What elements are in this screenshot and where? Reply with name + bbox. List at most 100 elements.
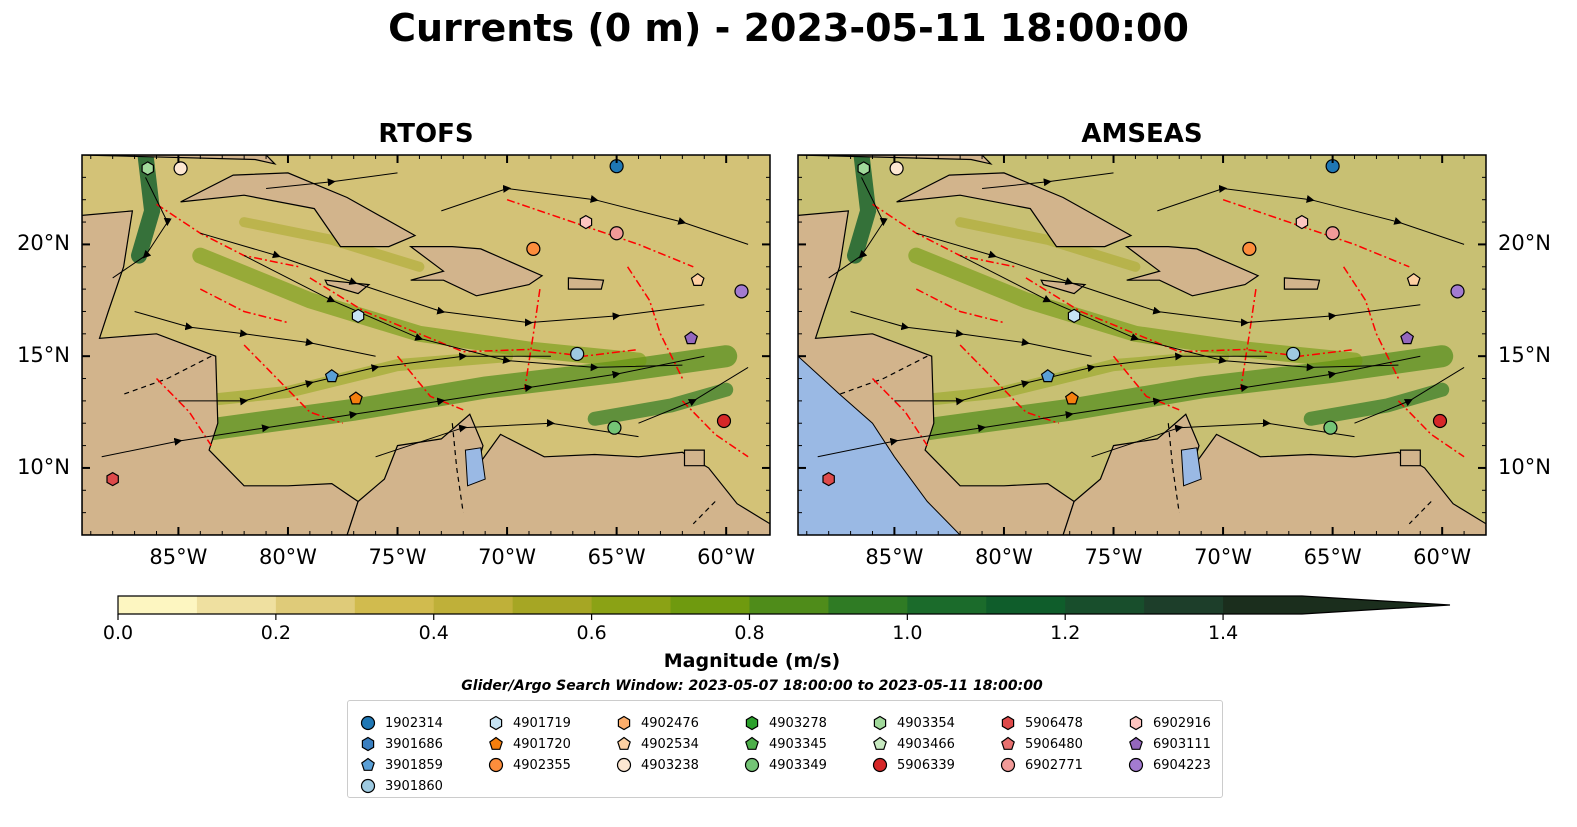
colorbar-tick-label: 0.0 — [102, 622, 134, 644]
land-mass — [567, 277, 605, 290]
float-marker-4902355 — [1242, 241, 1257, 256]
lake — [1180, 447, 1202, 487]
legend-swatch — [361, 757, 375, 771]
lon-tick-label: 60°W — [1413, 545, 1472, 569]
float-marker-6902916 — [579, 214, 593, 230]
float-marker-4901720 — [1064, 391, 1079, 405]
legend-swatch — [617, 715, 631, 731]
legend-item: 3901859 — [360, 755, 443, 775]
legend-item: 4901719 — [488, 713, 571, 733]
eez-boundary — [1342, 266, 1400, 379]
legend-swatch — [488, 757, 504, 773]
colorbar-swatch — [828, 596, 908, 614]
float-marker-4903238 — [889, 161, 904, 176]
streamline — [1157, 184, 1465, 245]
legend-item: 5906480 — [1000, 734, 1083, 754]
legend-item: 4903345 — [744, 734, 827, 754]
legend-item: 6902771 — [1000, 755, 1083, 775]
lon-tick-label: 85°W — [149, 545, 208, 569]
colorbar-tick-label: 0.2 — [260, 622, 291, 644]
legend-label: 4902355 — [513, 757, 571, 773]
legend-label: 4901719 — [513, 715, 571, 731]
streamline — [1354, 366, 1465, 424]
circle-marker-icon — [360, 715, 376, 731]
map-panel-rtofs — [81, 154, 771, 536]
colorbar-swatch — [670, 596, 750, 614]
float-marker-4901719 — [1067, 308, 1081, 324]
colorbar-tick-label: 1.4 — [1207, 622, 1239, 644]
float-marker-4903354 — [141, 161, 154, 176]
hexagon-marker-icon — [1001, 715, 1015, 731]
legend-label: 4903345 — [769, 736, 827, 752]
legend-item: 6902916 — [1128, 713, 1211, 733]
pentagon-marker-icon — [1129, 736, 1143, 750]
land-mass — [1283, 277, 1321, 290]
float-marker-3901860 — [1286, 346, 1301, 362]
land-mass — [896, 172, 1133, 248]
streamline — [894, 352, 1267, 406]
colorbar-swatch — [354, 596, 435, 614]
colorbar-swatch — [1223, 596, 1303, 614]
eez-boundary — [915, 288, 1005, 324]
land-mass — [798, 155, 993, 165]
streamline — [178, 352, 551, 406]
legend-swatch — [744, 757, 760, 773]
streamline — [817, 355, 1421, 458]
float-marker-6904223 — [734, 284, 749, 299]
legend-item: 4903278 — [744, 713, 827, 733]
lat-tick-label: 10°N — [17, 454, 70, 479]
land-mass — [82, 155, 277, 165]
streamline — [441, 184, 749, 245]
legend-label: 1902314 — [385, 715, 443, 731]
pentagon-marker-icon — [873, 736, 887, 750]
colorbar — [117, 595, 1451, 620]
legend-label: 6903111 — [1153, 736, 1211, 752]
colorbar-label: Magnitude (m/s) — [663, 650, 841, 672]
hexagon-marker-icon — [617, 715, 631, 731]
legend-label: 4903238 — [641, 757, 699, 773]
legend-label: 4901720 — [513, 736, 571, 752]
lon-tick-label: 80°W — [258, 545, 317, 569]
colorbar-swatch — [196, 596, 277, 614]
streamline — [134, 311, 376, 357]
float-marker-5906478 — [106, 471, 119, 487]
float-marker-4902355 — [526, 241, 541, 256]
streamline — [982, 172, 1114, 189]
colorbar-swatch — [591, 596, 672, 614]
pentagon-marker-icon — [489, 736, 503, 750]
colorbar-tick-label: 1.2 — [1050, 622, 1081, 644]
eez-boundary — [156, 203, 300, 268]
legend-swatch — [873, 715, 887, 731]
legend-label: 5906480 — [1025, 736, 1083, 752]
streamline — [828, 177, 888, 279]
legend-swatch — [360, 715, 376, 731]
legend-label: 4903354 — [897, 715, 955, 731]
lat-tick-label: 20°N — [17, 231, 70, 256]
lon-tick-label: 70°W — [1194, 545, 1253, 569]
legend-label: 4902476 — [641, 715, 699, 731]
colorbar-swatch — [749, 596, 829, 614]
legend-swatch — [489, 715, 503, 731]
lon-tick-label: 75°W — [368, 545, 427, 569]
legend-item: 3901686 — [360, 734, 443, 754]
lon-tick-label: 85°W — [865, 545, 924, 569]
float-marker-4902534 — [1406, 272, 1421, 286]
pentagon-marker-icon — [745, 736, 759, 750]
float-marker-4901720 — [348, 391, 363, 405]
float-marker-3901860 — [570, 346, 585, 362]
colorbar-swatch — [275, 596, 356, 614]
pentagon-marker-icon — [361, 757, 375, 771]
legend-swatch — [617, 736, 631, 750]
hexagon-marker-icon — [745, 715, 759, 731]
colorbar-swatch — [433, 596, 514, 614]
float-marker-4901719 — [351, 308, 365, 324]
legend-swatch — [873, 736, 887, 750]
legend-label: 4903278 — [769, 715, 827, 731]
colorbar-extend-arrow — [1302, 596, 1450, 614]
lat-tick-label: 15°N — [1498, 343, 1551, 368]
float-marker-4902534 — [690, 272, 705, 286]
legend-label: 3901859 — [385, 757, 443, 773]
legend-swatch — [1001, 715, 1015, 731]
float-marker-6903111 — [684, 331, 699, 345]
float-marker-4903349 — [1323, 420, 1338, 435]
